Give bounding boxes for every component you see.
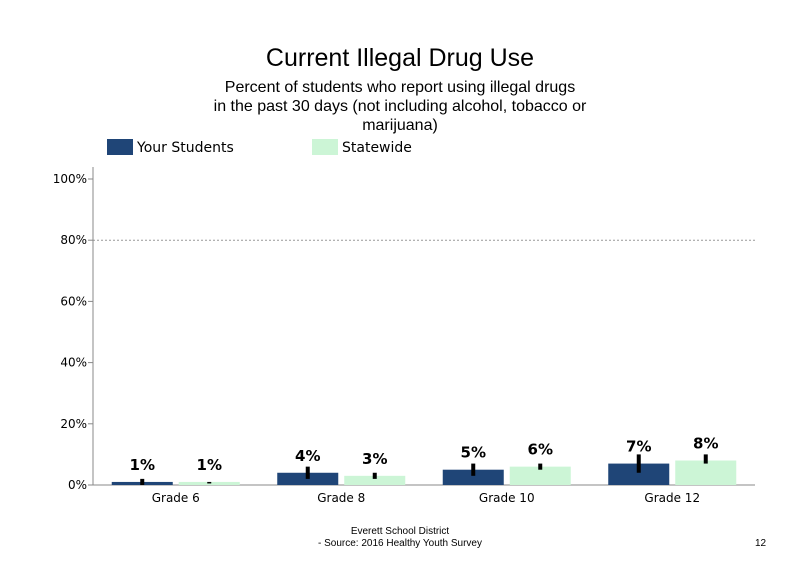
bar <box>344 475 406 485</box>
y-tick-label: 0% <box>68 478 87 492</box>
subtitle-line-2: in the past 30 days (not including alcoh… <box>213 98 587 115</box>
bar <box>675 460 737 485</box>
data-label: 4% <box>295 447 320 465</box>
legend-label-your-students: Your Students <box>137 140 234 156</box>
y-tick-label: 20% <box>60 417 87 431</box>
subtitle-line-3: marijuana) <box>362 117 438 134</box>
data-label: 7% <box>626 438 651 456</box>
x-tick-label: Grade 6 <box>152 491 200 505</box>
legend-label-statewide: Statewide <box>342 140 412 156</box>
data-label: 6% <box>528 441 553 459</box>
y-tick-label: 60% <box>60 294 87 308</box>
data-label: 1% <box>197 456 222 474</box>
legend-swatch-statewide <box>312 139 338 155</box>
chart-title: Current Illegal Drug Use <box>265 44 535 72</box>
chart-subtitle: Percent of students who report using ill… <box>150 78 650 135</box>
footer-source: - Source: 2016 Healthy Youth Survey <box>318 538 482 549</box>
page-number: 12 <box>755 538 767 549</box>
x-tick-label: Grade 8 <box>317 491 365 505</box>
y-tick-label: 100% <box>53 172 87 186</box>
x-tick-label: Grade 12 <box>644 491 700 505</box>
legend-swatch-your-students <box>107 139 133 155</box>
data-label: 5% <box>461 444 486 462</box>
subtitle-line-1: Percent of students who report using ill… <box>224 79 576 96</box>
data-label: 3% <box>362 450 387 468</box>
bar <box>442 469 504 485</box>
bar <box>608 463 670 485</box>
data-label: 8% <box>693 435 718 453</box>
y-tick-label: 80% <box>60 233 87 247</box>
y-tick-label: 40% <box>60 356 87 370</box>
bar <box>509 466 571 485</box>
footer-district: Everett School District <box>350 526 450 537</box>
x-tick-label: Grade 10 <box>479 491 535 505</box>
data-label: 1% <box>130 456 155 474</box>
footer: Everett School District - Source: 2016 H… <box>0 526 800 550</box>
